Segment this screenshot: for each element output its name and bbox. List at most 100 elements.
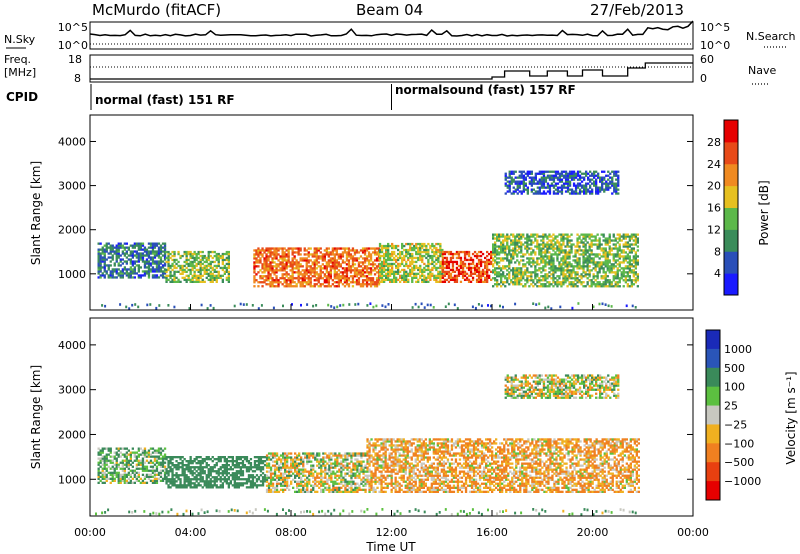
- power-cells-cell-5: [558, 261, 561, 264]
- power-cells-cell-5: [592, 283, 595, 286]
- power-cells-cell-5: [512, 241, 515, 244]
- power-cells-cell-0: [115, 252, 118, 255]
- power-cells-cell-5: [522, 255, 525, 258]
- power-cells-cell-2: [275, 277, 278, 280]
- vel-cells-cell-1: [171, 472, 174, 475]
- power-cells-cell-5: [598, 267, 601, 270]
- power-cells-cell-6: [607, 188, 610, 191]
- power-cells-cell-2: [255, 253, 258, 256]
- power-cells-cell-5: [508, 277, 511, 280]
- vel-cells-cell-1: [213, 478, 216, 481]
- vel-cells-cell-1: [249, 466, 253, 469]
- power-cells-cell-5: [568, 265, 571, 268]
- power-cells-cell-3: [417, 252, 420, 256]
- power-cells-cell-2: [259, 275, 262, 278]
- power-cells-cell-5: [574, 259, 577, 262]
- vel-cells-cell-0: [159, 465, 163, 468]
- power-cells-cell-0: [101, 246, 104, 249]
- power-cells-cell-6: [528, 176, 531, 179]
- power-cells-cell-5: [508, 237, 511, 240]
- power-cells-cell-6: [611, 184, 614, 187]
- power-cells-cell-2: [365, 285, 369, 288]
- power-cells-cell-3: [429, 268, 432, 272]
- power-cells-cell-2: [269, 253, 272, 256]
- nave-line: [90, 62, 693, 80]
- power-cells-cell-2: [265, 259, 268, 262]
- power-cells-cell-4: [447, 270, 451, 273]
- power-cells-cell-5: [608, 235, 611, 238]
- power-cells-cell-0: [159, 248, 163, 251]
- power-cells-cell-5: [608, 285, 611, 288]
- vel-cells-cell-1: [219, 458, 222, 461]
- power-cells-cell-1: [217, 258, 220, 262]
- power-cells-clutter: [604, 303, 607, 306]
- power-cells-cell-6: [518, 174, 521, 177]
- vel-cells-cell-0: [161, 477, 165, 480]
- power-cells-cell-5: [620, 275, 623, 278]
- power-cells-cell-4: [463, 272, 467, 275]
- power-cells-cell-5: [510, 239, 513, 242]
- power-cells-cell-5: [566, 275, 569, 278]
- power-cells-clutter: [336, 305, 339, 309]
- power-cells-cell-3: [403, 270, 406, 273]
- vel-cells-cell-1: [203, 466, 206, 469]
- vel-cells-cell-1: [243, 464, 247, 467]
- power-cells-cell-1: [227, 262, 230, 266]
- power-cells-cell-5: [494, 245, 497, 248]
- power-cells-cell-0: [145, 266, 149, 269]
- power-cells-cell-0: [135, 252, 138, 255]
- power-cells-cell-5: [500, 247, 503, 250]
- vel-cells-cell-0: [101, 451, 104, 454]
- power-cells-cell-3: [385, 246, 388, 250]
- power-cells-cell-6: [566, 188, 570, 191]
- power-cells-cell-6: [617, 176, 620, 179]
- power-cells-cell-5: [562, 259, 565, 262]
- power-cells-cell-3: [385, 276, 388, 279]
- power-cells-cell-1: [193, 272, 196, 275]
- power-cells-cell-6: [572, 170, 576, 173]
- power-cells-cell-5: [504, 253, 507, 256]
- power-cells-cell-5: [592, 253, 595, 256]
- power-cells-cell-1: [191, 278, 194, 281]
- power-cells-cell-5: [580, 233, 583, 236]
- power-cells-cell-3: [439, 272, 442, 275]
- power-cells-cell-2: [345, 251, 349, 254]
- power-cells-cell-0: [161, 274, 165, 277]
- power-cells-cell-5: [512, 239, 515, 242]
- power-cells-cell-5: [554, 269, 557, 272]
- vel-cells-cell-0: [105, 475, 108, 478]
- power-cells-cell-6: [617, 188, 620, 191]
- power-cells-cell-0: [131, 246, 134, 249]
- power-cells-cell-3: [437, 260, 440, 264]
- vel-cells-cell-1: [219, 478, 222, 481]
- power-cells-cell-5: [636, 237, 639, 240]
- power-cells-cell-5: [602, 285, 605, 288]
- power-cells-cell-0: [103, 262, 106, 265]
- power-cells-cell-1: [165, 274, 168, 277]
- power-cells-cell-3: [380, 244, 384, 248]
- vel-cells-cell-0: [155, 481, 159, 484]
- power-cells-cell-5: [616, 269, 619, 272]
- power-cells-cell-0: [129, 250, 132, 253]
- vel-cells-cell-1: [223, 480, 226, 483]
- power-cells-cell-5: [540, 247, 543, 250]
- power-cells-cell-5: [584, 257, 587, 260]
- power-cells-cell-5: [634, 233, 637, 236]
- vel-cells-cell-1: [205, 462, 208, 465]
- power-cells-cell-3: [407, 248, 410, 252]
- vel-cells-cell-1: [223, 472, 226, 475]
- power-cells-cell-5: [550, 241, 553, 244]
- vel-cells-cell-0: [99, 475, 102, 478]
- power-cells-cell-6: [504, 176, 507, 179]
- power-cells-cell-5: [518, 235, 521, 238]
- vel-cells-cell-1: [219, 484, 222, 487]
- vel-cells-cell-1: [225, 474, 228, 477]
- power-cells-cell-2: [353, 271, 357, 274]
- power-cells-cell-6: [520, 180, 523, 183]
- power-cells-cell-4: [477, 266, 481, 270]
- power-cells-cell-2: [325, 281, 328, 284]
- power-cells-cell-1: [209, 266, 212, 270]
- power-cells-cell-3: [391, 258, 394, 262]
- power-cells-cell-2: [273, 269, 276, 272]
- power-cells-cell-2: [331, 279, 334, 282]
